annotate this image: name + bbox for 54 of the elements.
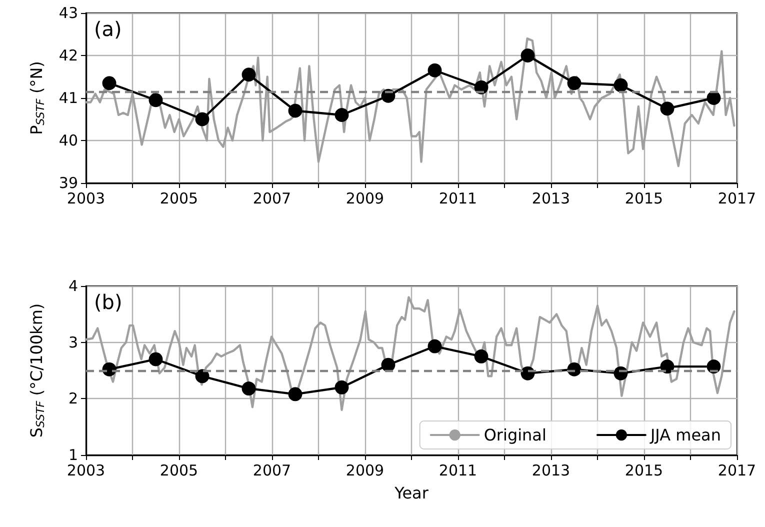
point <box>242 68 256 82</box>
x-tick-label: 2011 <box>438 190 478 208</box>
point <box>660 360 674 374</box>
x-tick-label: 2013 <box>532 462 570 480</box>
y-tick-label: 4 <box>68 277 78 295</box>
y-tick-label: 39 <box>58 174 78 192</box>
point <box>428 63 442 78</box>
point <box>288 104 302 118</box>
point <box>428 339 442 354</box>
point <box>195 112 210 126</box>
legend-label: Original <box>484 426 546 444</box>
x-tick-label: 2017 <box>718 462 756 480</box>
x-tick-label: 2005 <box>160 462 198 480</box>
y-tick-label: 3 <box>68 333 78 352</box>
point <box>706 91 721 105</box>
annotation: (b) <box>94 290 122 314</box>
point <box>148 93 163 108</box>
y-axis-title: PSSTF (°N) <box>27 61 47 135</box>
x-tick-label: 2017 <box>718 190 756 208</box>
point <box>288 387 302 402</box>
x-tick-label: 2011 <box>438 462 478 480</box>
x-tick-label: 2003 <box>66 462 106 480</box>
point <box>381 358 396 372</box>
x-tick-label: 2007 <box>252 462 292 480</box>
y-tick-label: 41 <box>58 89 78 107</box>
y-tick-label: 40 <box>58 132 78 150</box>
point <box>567 76 582 90</box>
annotation: (a) <box>94 17 122 41</box>
x-tick-label: 2013 <box>532 190 570 208</box>
point <box>195 369 210 384</box>
x-tick-label: 2015 <box>624 462 664 480</box>
point <box>660 102 674 116</box>
point <box>148 352 163 366</box>
point <box>242 382 256 396</box>
x-axis-title: Year <box>394 484 429 502</box>
point <box>614 78 628 92</box>
x-tick-label: 2005 <box>160 190 198 208</box>
y-tick-label: 1 <box>68 446 78 464</box>
point <box>520 48 535 62</box>
line-series <box>84 37 736 168</box>
y-tick-label: 2 <box>68 390 78 408</box>
point <box>102 76 116 90</box>
point <box>474 349 488 364</box>
x-tick-label: 2015 <box>624 190 664 208</box>
y-axis-title: SSSTF (°C/100km) <box>27 303 47 438</box>
legend-label: JJA mean <box>649 426 721 444</box>
x-tick-label: 2009 <box>346 190 384 208</box>
point <box>334 108 349 122</box>
point <box>334 380 349 394</box>
x-tick-label: 2003 <box>66 190 106 208</box>
x-tick-label: 2007 <box>252 190 292 208</box>
y-tick-label: 43 <box>58 4 78 22</box>
y-tick-label: 42 <box>58 46 78 64</box>
x-tick-label: 2009 <box>346 462 384 480</box>
